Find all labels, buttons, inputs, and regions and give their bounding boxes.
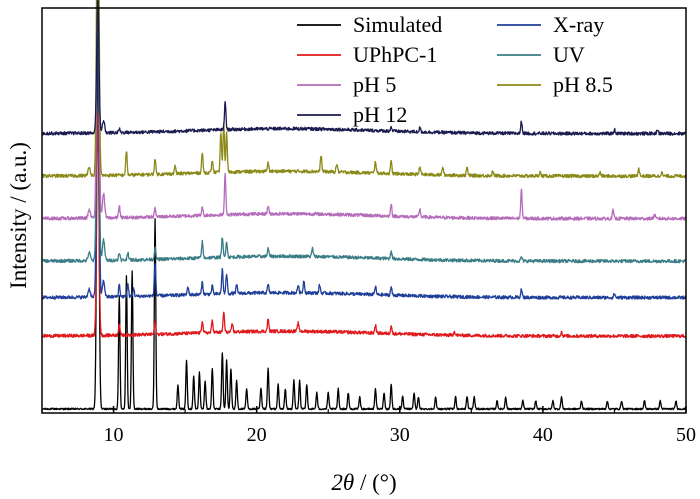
legend-label: pH 5 — [353, 72, 396, 97]
x-tick-label-30: 30 — [390, 424, 410, 446]
plot-frame — [41, 7, 687, 414]
y-axis-title: Intensity / (a.u.) — [6, 142, 31, 289]
series-line-ph-8-5 — [42, 0, 687, 179]
legend-label: pH 8.5 — [553, 72, 613, 97]
series-line-x-ray — [42, 0, 687, 300]
x-axis-title: 2θ / (°) — [331, 470, 396, 495]
series-layer — [42, 0, 687, 411]
series-line-simulated — [42, 35, 687, 411]
legend-label: UV — [553, 42, 585, 67]
x-tick-label-50: 50 — [676, 424, 696, 446]
legend: Simulated UPhPC-1 pH 5 pH 12 X-ray UV pH 8.5 — [297, 12, 613, 127]
x-axis-unit: / (°) — [354, 470, 396, 495]
x-axis-symbol: 2θ — [331, 470, 354, 495]
x-axis: 10 20 30 40 50 — [41, 406, 696, 446]
x-tick-label-10: 10 — [104, 424, 124, 446]
series-line-ph-12 — [42, 0, 687, 136]
legend-label: X-ray — [553, 12, 604, 37]
series-line-ph-5 — [42, 0, 687, 221]
x-tick-label-20: 20 — [247, 424, 267, 446]
legend-label: Simulated — [353, 12, 442, 37]
legend-label: UPhPC-1 — [353, 42, 437, 67]
legend-label: pH 12 — [353, 102, 407, 127]
series-line-uv — [42, 0, 686, 264]
series-line-uphpc-1 — [42, 112, 687, 339]
x-tick-label-40: 40 — [533, 424, 553, 446]
